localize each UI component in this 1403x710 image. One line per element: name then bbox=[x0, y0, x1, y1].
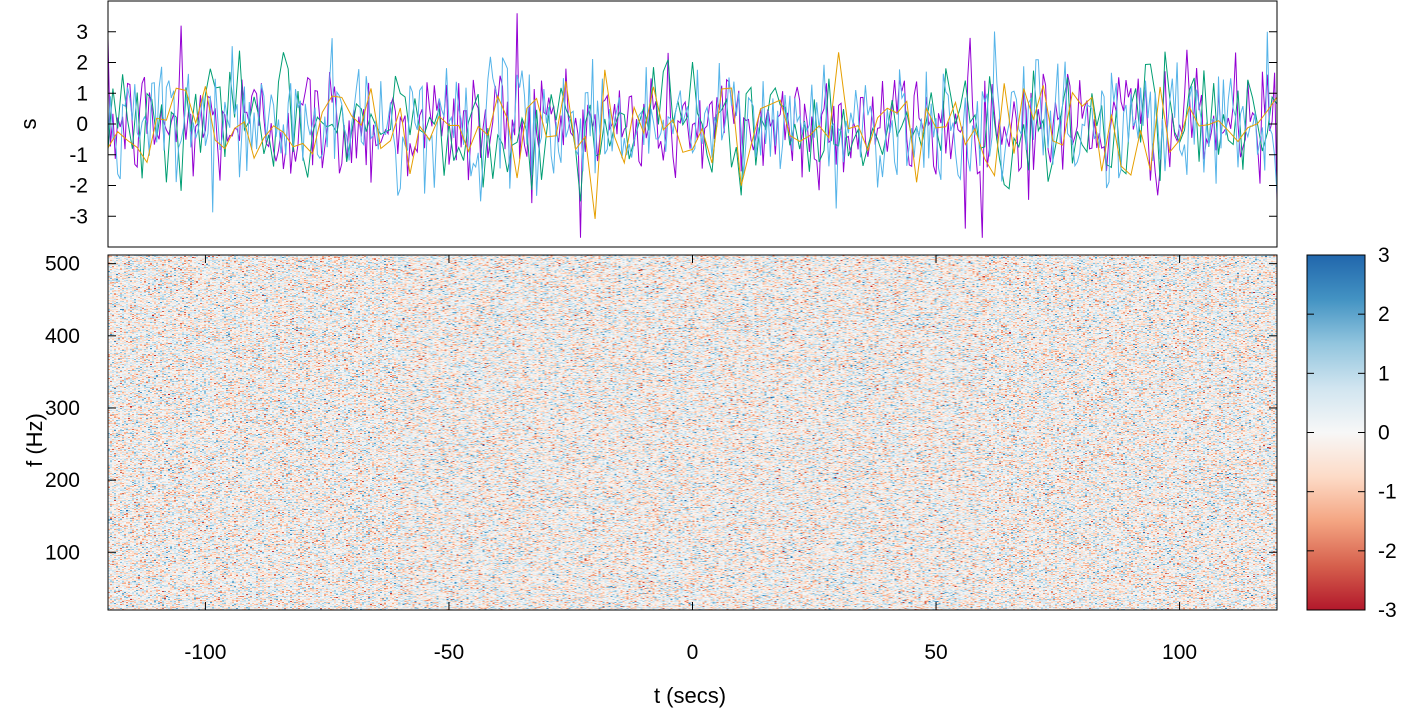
colorbar-gradient bbox=[1307, 255, 1365, 610]
spectrogram-y-axis-label: f (Hz) bbox=[22, 413, 47, 467]
colorbar: 3 2 1 0 -1 -2 -3 bbox=[1306, 244, 1397, 622]
colorbar-tick-label: -3 bbox=[1378, 599, 1397, 622]
timeseries-y-tick-label: 3 bbox=[76, 21, 88, 44]
timeseries-y-tick-label: 1 bbox=[76, 82, 88, 105]
spectrogram-y-tick-label: 200 bbox=[45, 469, 80, 492]
spectrogram-y-tick-label: 500 bbox=[45, 253, 80, 276]
timeseries-lines bbox=[107, 13, 1278, 238]
timeseries-y-tick-label: -2 bbox=[69, 175, 88, 198]
spectrogram-x-tick-label: -100 bbox=[184, 641, 226, 664]
colorbar-tick-label: -2 bbox=[1378, 540, 1397, 563]
timeseries-line-1 bbox=[107, 13, 1278, 238]
timeseries-y-ticks: 3 2 1 0 -1 -2 -3 bbox=[69, 21, 1277, 228]
spectrogram-x-tick-label: -50 bbox=[434, 641, 464, 664]
timeseries-y-tick-label: -1 bbox=[69, 144, 88, 167]
colorbar-tick-label: 1 bbox=[1378, 362, 1390, 385]
spectrogram-x-ticks: -100 -50 0 50 100 bbox=[184, 255, 1197, 664]
colorbar-tick-label: 3 bbox=[1378, 244, 1390, 267]
timeseries-y-tick-label: 2 bbox=[76, 52, 88, 75]
timeseries-y-axis-label: s bbox=[16, 119, 41, 130]
timeseries-y-tick-label: -3 bbox=[69, 205, 88, 228]
spectrogram-x-tick-label: 100 bbox=[1162, 641, 1197, 664]
colorbar-tick-label: 2 bbox=[1378, 303, 1390, 326]
spectrogram-x-axis-label: t (secs) bbox=[654, 683, 726, 708]
colorbar-ticks: 3 2 1 0 -1 -2 -3 bbox=[1307, 244, 1397, 622]
colorbar-tick-label: -1 bbox=[1378, 481, 1397, 504]
spectrogram-y-ticks: 500 400 300 200 100 bbox=[45, 253, 1277, 564]
spectrogram-y-tick-label: 300 bbox=[45, 397, 80, 420]
timeseries-y-tick-label: 0 bbox=[76, 113, 88, 136]
timeseries-frame bbox=[107, 0, 1278, 248]
spectrogram-x-tick-label: 0 bbox=[687, 641, 699, 664]
spectrogram-heatmap bbox=[108, 255, 1277, 610]
timeseries-panel: 3 2 1 0 -1 -2 -3 s bbox=[16, 0, 1278, 248]
spectrogram-y-tick-label: 100 bbox=[45, 541, 80, 564]
spectrogram-panel: 500 400 300 200 100 -100 -50 0 50 100 f (Hz) t (… bbox=[22, 253, 1278, 708]
spectrogram-y-tick-label: 400 bbox=[45, 325, 80, 348]
colorbar-tick-label: 0 bbox=[1378, 422, 1390, 445]
spectrogram-x-tick-label: 50 bbox=[924, 641, 947, 664]
timeseries-line-4 bbox=[107, 52, 1278, 219]
timeseries-line-3 bbox=[107, 31, 1278, 213]
